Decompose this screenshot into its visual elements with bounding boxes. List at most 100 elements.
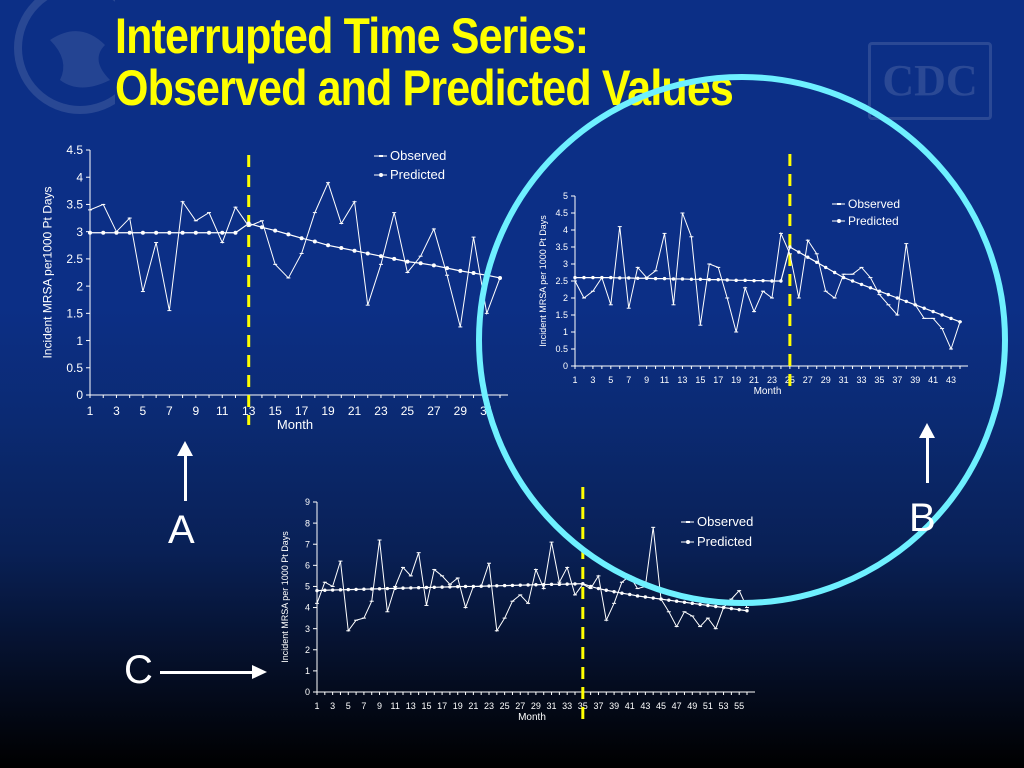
y-tick-label: 0 [305, 687, 310, 697]
predicted-point [471, 584, 476, 589]
predicted-point [362, 587, 366, 591]
predicted-point [479, 584, 483, 588]
legend-label: Predicted [390, 167, 445, 182]
x-tick-label: 11 [391, 701, 400, 711]
x-tick-label: 33 [562, 701, 572, 711]
y-tick-label: 3 [305, 624, 310, 634]
x-axis-title: Month [518, 712, 546, 723]
predicted-point [620, 591, 624, 595]
x-tick-label: 53 [719, 701, 729, 711]
predicted-point [377, 587, 382, 591]
x-tick-label: 17 [295, 404, 309, 418]
x-tick-label: 19 [453, 701, 463, 711]
predicted-point [346, 587, 350, 592]
x-tick-label: 23 [374, 404, 388, 418]
predicted-point [604, 588, 608, 592]
predicted-point [127, 230, 132, 235]
predicted-point [737, 607, 741, 612]
predicted-point [180, 230, 185, 235]
predicted-point [418, 261, 423, 266]
x-tick-label: 47 [672, 701, 682, 711]
x-tick-label: 15 [268, 404, 282, 418]
x-tick-label: 21 [348, 404, 362, 418]
predicted-point [682, 600, 687, 604]
predicted-point [352, 248, 357, 253]
x-tick-label: 9 [377, 701, 382, 711]
predicted-point [714, 604, 718, 609]
y-tick-label: 4 [305, 603, 310, 613]
x-tick-label: 29 [454, 404, 468, 418]
x-tick-label: 45 [656, 701, 666, 711]
y-tick-label: 3 [76, 225, 83, 239]
x-tick-label: 13 [242, 404, 256, 418]
y-tick-label: 8 [305, 518, 310, 528]
predicted-point [526, 583, 530, 587]
predicted-point [495, 584, 499, 588]
label-a: A [168, 508, 195, 552]
predicted-point [487, 584, 491, 588]
x-tick-label: 51 [703, 701, 713, 711]
predicted-point [286, 232, 291, 237]
predicted-point [448, 585, 452, 589]
predicted-point [651, 596, 655, 600]
hhs-seal-watermark [14, 0, 115, 114]
predicted-point [471, 271, 476, 276]
x-tick-label: 25 [401, 404, 415, 418]
x-tick-label: 7 [361, 701, 366, 711]
predicted-point [365, 251, 370, 256]
legend-marker [379, 173, 383, 177]
predicted-point [392, 256, 397, 261]
x-tick-label: 35 [578, 701, 588, 711]
y-tick-label: 5 [305, 582, 310, 592]
legend-label: Observed [390, 148, 446, 163]
predicted-point [510, 583, 515, 588]
predicted-point [378, 254, 383, 259]
x-tick-label: 25 [500, 701, 510, 711]
predicted-point [721, 605, 726, 610]
predicted-point [409, 586, 413, 590]
arrow-a-icon [177, 441, 193, 501]
predicted-point [370, 587, 374, 591]
x-tick-label: 31 [547, 701, 557, 711]
x-tick-label: 11 [216, 404, 229, 418]
x-tick-label: 17 [437, 701, 447, 711]
predicted-point [385, 586, 390, 591]
y-tick-label: 4 [76, 170, 83, 184]
predicted-point [565, 582, 569, 586]
predicted-point [542, 582, 546, 587]
y-tick-label: 2 [76, 279, 83, 293]
label-c: C [124, 648, 153, 692]
predicted-point [233, 230, 238, 235]
predicted-point [323, 588, 327, 592]
x-tick-label: 29 [531, 701, 541, 711]
x-tick-label: 41 [625, 701, 635, 711]
predicted-point [207, 230, 212, 235]
highlight-circle [476, 74, 1008, 606]
predicted-point [393, 586, 397, 591]
x-tick-label: 27 [427, 404, 441, 418]
predicted-point [463, 584, 468, 589]
y-axis-title: Incident MRSA per 1000 Pt Days [280, 531, 290, 663]
predicted-point [193, 230, 198, 235]
y-tick-label: 2 [305, 645, 310, 655]
y-tick-label: 1 [76, 334, 83, 348]
x-tick-label: 1 [314, 701, 319, 711]
predicted-point [273, 228, 278, 233]
predicted-point [698, 602, 702, 607]
predicted-point [140, 230, 145, 235]
observed-series-line [89, 181, 501, 328]
predicted-point [326, 243, 331, 248]
predicted-point [445, 266, 450, 271]
predicted-point [690, 601, 694, 606]
x-tick-label: 49 [687, 701, 697, 711]
y-tick-label: 0 [76, 388, 83, 402]
predicted-point [596, 586, 601, 591]
predicted-point [706, 603, 710, 608]
x-tick-label: 15 [421, 701, 431, 711]
predicted-series-line [90, 222, 501, 279]
predicted-point [518, 583, 522, 587]
x-tick-label: 39 [609, 701, 619, 711]
y-tick-label: 1.5 [66, 307, 83, 321]
predicted-point [440, 585, 444, 589]
y-tick-label: 4.5 [66, 143, 83, 157]
